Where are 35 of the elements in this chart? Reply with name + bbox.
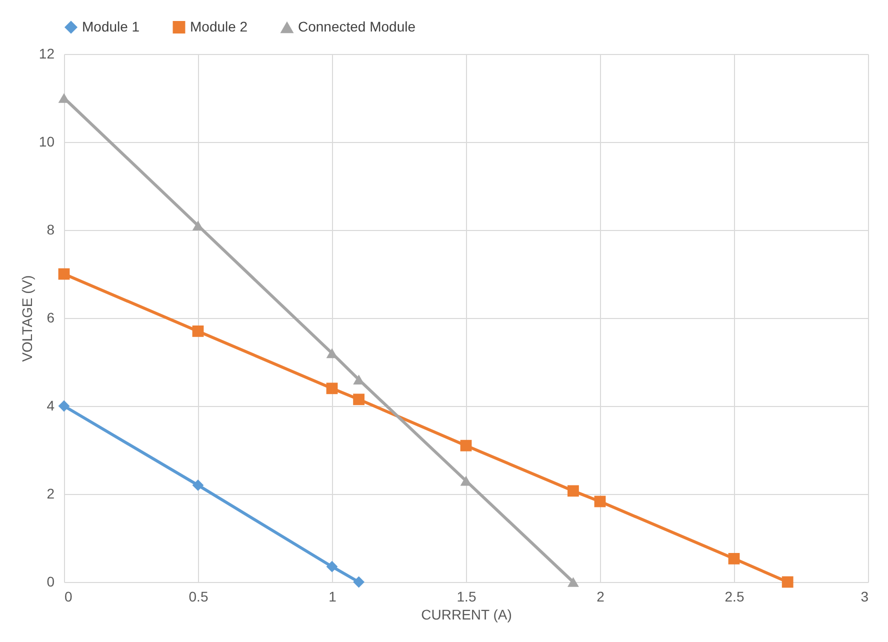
point: [58, 400, 70, 412]
y-tick-label: 0: [46, 574, 55, 590]
y-tick-label: 10: [38, 134, 55, 150]
point: [326, 560, 338, 572]
x-tick-label: 0: [64, 588, 72, 604]
point: [326, 348, 338, 358]
x-tick-label: 2.5: [724, 588, 744, 604]
point: [353, 374, 364, 385]
y-tick-label: 8: [46, 222, 55, 238]
x-axis-title: CURRENT (A): [421, 606, 512, 622]
y-tick-label: 2: [46, 486, 55, 502]
point: [58, 268, 70, 280]
y-tick-label: 12: [38, 46, 55, 62]
point: [782, 576, 794, 588]
x-tick-label: 1: [328, 588, 337, 604]
point: [353, 394, 364, 406]
point: [326, 382, 338, 394]
point: [568, 577, 579, 587]
x-tick-label: 3: [860, 588, 869, 604]
point: [594, 496, 606, 508]
point: [192, 480, 204, 491]
point: [353, 576, 364, 588]
x-tick-label: 2: [596, 588, 605, 604]
legend-label: Connected Module: [298, 18, 416, 35]
point: [192, 326, 204, 337]
x-tick-label: 0.5: [188, 588, 208, 604]
legend-label: Module 2: [190, 18, 248, 34]
legend-label: Module 1: [82, 18, 140, 34]
point: [568, 485, 579, 497]
x-tick-label: 1.5: [456, 588, 476, 604]
y-tick-label: 4: [46, 398, 55, 414]
point: [460, 440, 472, 452]
point: [728, 552, 740, 564]
y-axis-title: VOLTAGE (V): [18, 275, 35, 362]
y-tick-label: 6: [46, 310, 55, 326]
